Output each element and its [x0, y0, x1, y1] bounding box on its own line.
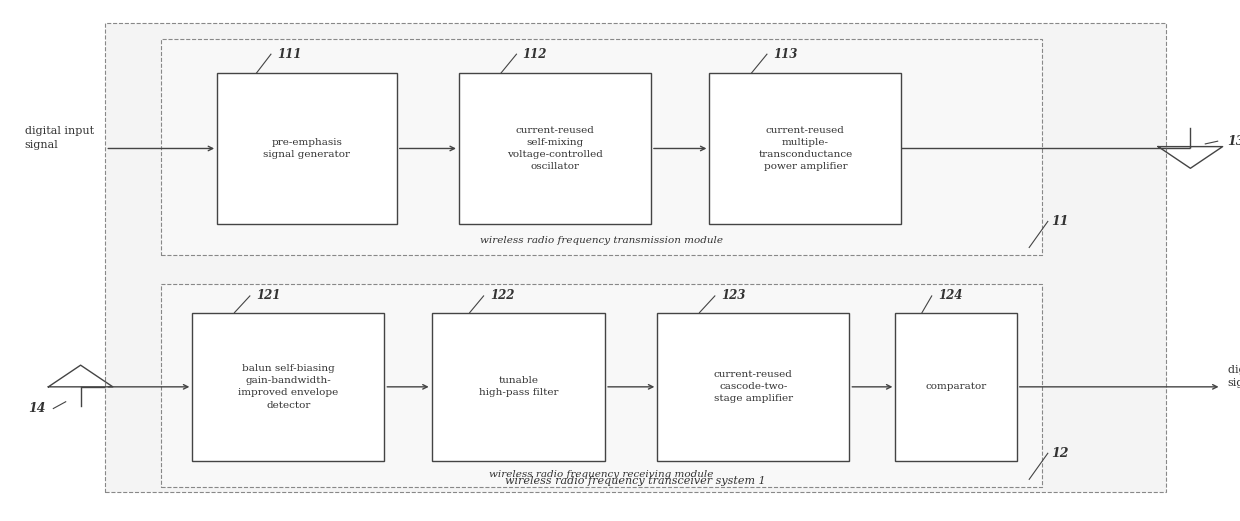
Bar [709, 73, 901, 224]
Text: wireless radio frequency transmission module: wireless radio frequency transmission mo… [480, 236, 723, 245]
Text: 13: 13 [1228, 135, 1240, 147]
Bar [192, 313, 384, 461]
Bar [657, 313, 849, 461]
Text: current-reused
cascode-two-
stage amplifier: current-reused cascode-two- stage amplif… [714, 370, 792, 403]
Bar [432, 313, 605, 461]
Text: digital input
signal: digital input signal [25, 126, 94, 150]
Text: comparator: comparator [925, 382, 987, 391]
Text: 11: 11 [1052, 215, 1069, 228]
Bar [217, 73, 397, 224]
Text: wireless radio frequency receiving module: wireless radio frequency receiving modul… [490, 469, 713, 479]
Text: digital output
signal: digital output signal [1228, 365, 1240, 388]
Text: 112: 112 [523, 48, 547, 60]
Text: 113: 113 [774, 48, 797, 60]
Bar [161, 39, 1042, 255]
Text: current-reused
multiple-
transconductance
power amplifier: current-reused multiple- transconductanc… [758, 126, 853, 171]
Text: balun self-biasing
gain-bandwidth-
improved envelope
detector: balun self-biasing gain-bandwidth- impro… [238, 364, 339, 410]
Text: 121: 121 [255, 290, 280, 302]
Bar [105, 23, 1166, 492]
Bar [895, 313, 1017, 461]
Text: 111: 111 [277, 48, 301, 60]
Text: 124: 124 [937, 290, 962, 302]
Text: pre-emphasis
signal generator: pre-emphasis signal generator [263, 138, 351, 159]
Text: wireless radio frequency transceiver system 1: wireless radio frequency transceiver sys… [505, 476, 766, 486]
Text: 14: 14 [29, 402, 46, 415]
Text: tunable
high-pass filter: tunable high-pass filter [479, 376, 558, 398]
Text: 122: 122 [490, 290, 515, 302]
Bar [161, 284, 1042, 487]
Bar [459, 73, 651, 224]
Text: 12: 12 [1052, 447, 1069, 460]
Text: 123: 123 [722, 290, 745, 302]
Text: current-reused
self-mixing
voltage-controlled
oscillator: current-reused self-mixing voltage-contr… [507, 126, 603, 171]
